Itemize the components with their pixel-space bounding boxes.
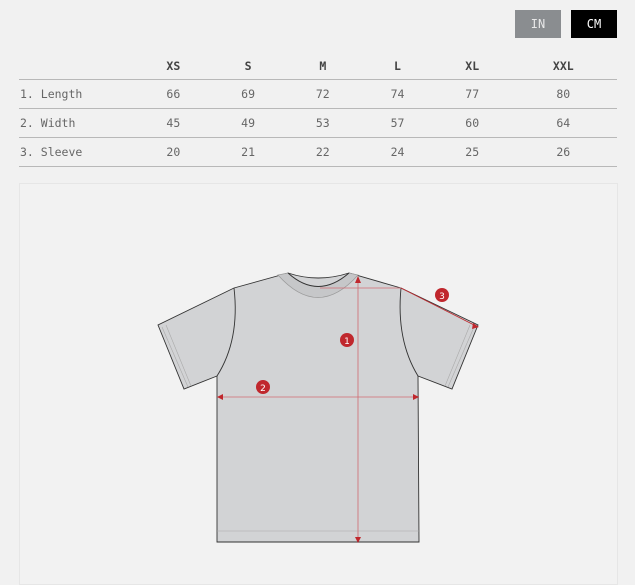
header-m: M — [285, 52, 361, 80]
marker-3: 3 — [435, 288, 449, 302]
cell-value: 21 — [210, 137, 286, 167]
cell-value: 57 — [360, 108, 435, 138]
unit-cm-button[interactable]: CM — [571, 10, 617, 38]
table-row: 3. Sleeve 20 21 22 24 25 26 — [19, 137, 617, 167]
cell-value: 60 — [434, 108, 510, 138]
row-label: 1. Length — [19, 79, 136, 109]
table-header-row: XS S M L XL XXL — [19, 52, 617, 80]
cell-value: 53 — [285, 108, 361, 138]
cell-value: 69 — [210, 79, 286, 109]
unit-in-button[interactable]: IN — [515, 10, 561, 38]
header-l: L — [360, 52, 435, 80]
cell-value: 49 — [210, 108, 286, 138]
measurement-lines — [217, 276, 479, 543]
row-label: 2. Width — [19, 108, 136, 138]
cell-value: 22 — [285, 137, 361, 167]
header-xs: XS — [136, 52, 211, 80]
tshirt-illustration — [157, 272, 479, 543]
size-table: XS S M L XL XXL 1. Length 66 69 72 74 77 80 2. … — [19, 52, 617, 167]
table-row: 1. Length 66 69 72 74 77 80 — [19, 79, 617, 109]
cell-value: 74 — [360, 79, 435, 109]
cell-value: 45 — [136, 108, 211, 138]
row-label: 3. Sleeve — [19, 137, 136, 167]
cell-value: 80 — [509, 79, 617, 109]
marker-2-label: 2 — [260, 384, 266, 394]
cell-value: 24 — [360, 137, 435, 167]
marker-1: 1 — [340, 333, 354, 347]
header-xl: XL — [434, 52, 510, 80]
header-blank — [19, 52, 136, 80]
cell-value: 66 — [136, 79, 211, 109]
header-s: S — [210, 52, 286, 80]
marker-2: 2 — [256, 380, 270, 394]
cell-value: 25 — [434, 137, 510, 167]
tshirt-diagram: 1 2 3 — [157, 272, 479, 543]
cell-value: 72 — [285, 79, 361, 109]
marker-1-label: 1 — [344, 337, 350, 347]
table-row: 2. Width 45 49 53 57 60 64 — [19, 108, 617, 138]
cell-value: 26 — [509, 137, 617, 167]
cell-value: 77 — [434, 79, 510, 109]
header-xxl: XXL — [509, 52, 617, 80]
cell-value: 20 — [136, 137, 211, 167]
cell-value: 64 — [509, 108, 617, 138]
marker-3-label: 3 — [439, 292, 445, 302]
